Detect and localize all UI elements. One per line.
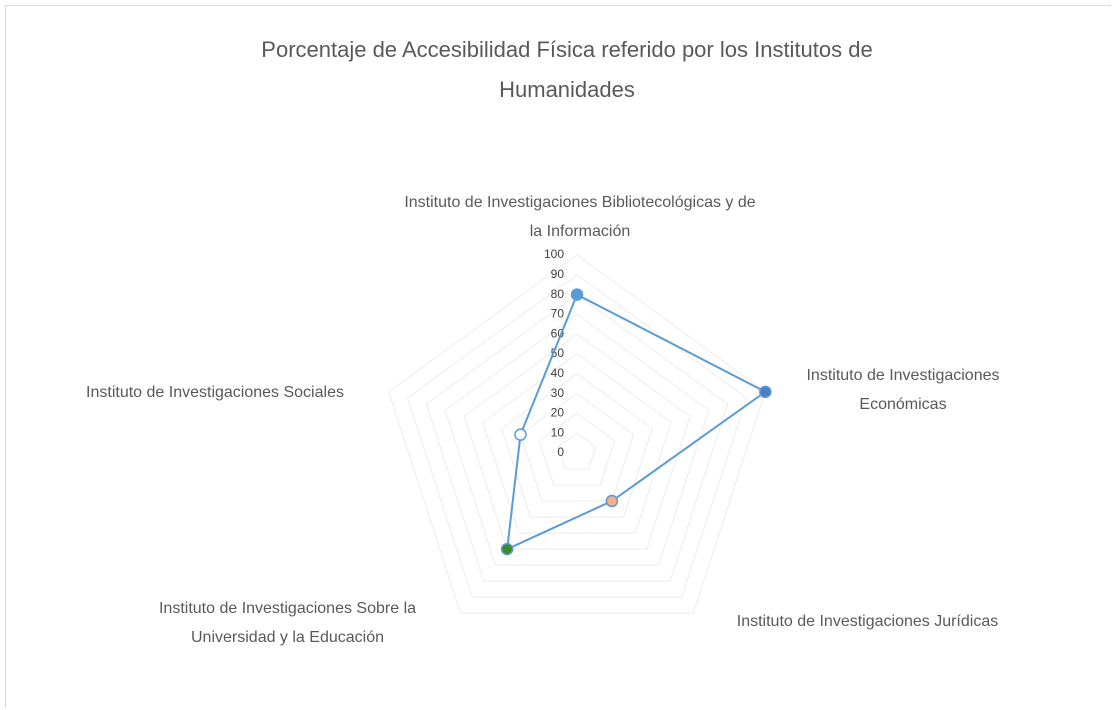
grid-line (519, 392, 635, 502)
y-tick-label: 20 (551, 406, 565, 420)
data-point (514, 428, 527, 441)
y-tick-label: 30 (551, 386, 565, 400)
y-tick-label: 10 (551, 425, 565, 439)
grid-line (557, 432, 597, 470)
data-point (570, 288, 584, 301)
y-tick-label: 100 (544, 247, 564, 261)
category-label: Instituto de Investigaciones Sociales (86, 384, 344, 401)
grid-line (406, 274, 748, 598)
grid-line (463, 333, 691, 550)
data-point (605, 494, 619, 508)
chart-title: Porcentaje de Accesibilidad Física refer… (261, 37, 873, 102)
grid-line (444, 313, 710, 566)
category-label: Instituto de Investigaciones Sobre la Un… (158, 600, 417, 646)
y-tick-label: 70 (551, 307, 565, 321)
y-tick-label: 40 (551, 366, 565, 380)
series-line (505, 293, 768, 551)
grid-line (538, 412, 616, 486)
data-point (759, 385, 772, 399)
y-tick-label: 80 (551, 287, 565, 301)
y-tick-label: 90 (551, 267, 565, 281)
category-label: Instituto de Investigaciones Económicas (806, 367, 1000, 413)
chart-frame (5, 5, 1111, 708)
y-tick-label: 0 (557, 445, 564, 459)
grid-line (425, 293, 729, 582)
grid-line (482, 353, 672, 534)
data-point (500, 542, 514, 556)
category-label: Instituto de Investigaciones Jurídicas (736, 613, 999, 630)
grid-line (388, 254, 766, 614)
category-label: Instituto de Investigaciones Bibliotecol… (404, 194, 756, 240)
